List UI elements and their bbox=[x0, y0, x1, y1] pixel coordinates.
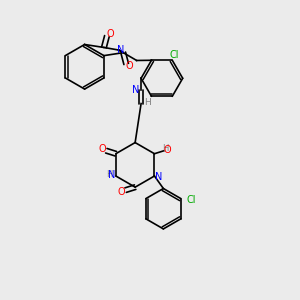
Text: O: O bbox=[118, 187, 126, 196]
Text: Cl: Cl bbox=[187, 195, 196, 205]
Text: H: H bbox=[144, 98, 151, 106]
Text: H: H bbox=[162, 144, 169, 153]
Text: H: H bbox=[106, 170, 112, 179]
Text: O: O bbox=[107, 29, 114, 39]
Text: N: N bbox=[132, 85, 140, 95]
Text: O: O bbox=[126, 61, 134, 71]
Text: N: N bbox=[154, 172, 162, 182]
Text: O: O bbox=[99, 144, 106, 154]
Text: N: N bbox=[117, 45, 124, 55]
Text: N: N bbox=[108, 169, 116, 179]
Text: O: O bbox=[163, 145, 171, 155]
Text: Cl: Cl bbox=[170, 50, 179, 60]
